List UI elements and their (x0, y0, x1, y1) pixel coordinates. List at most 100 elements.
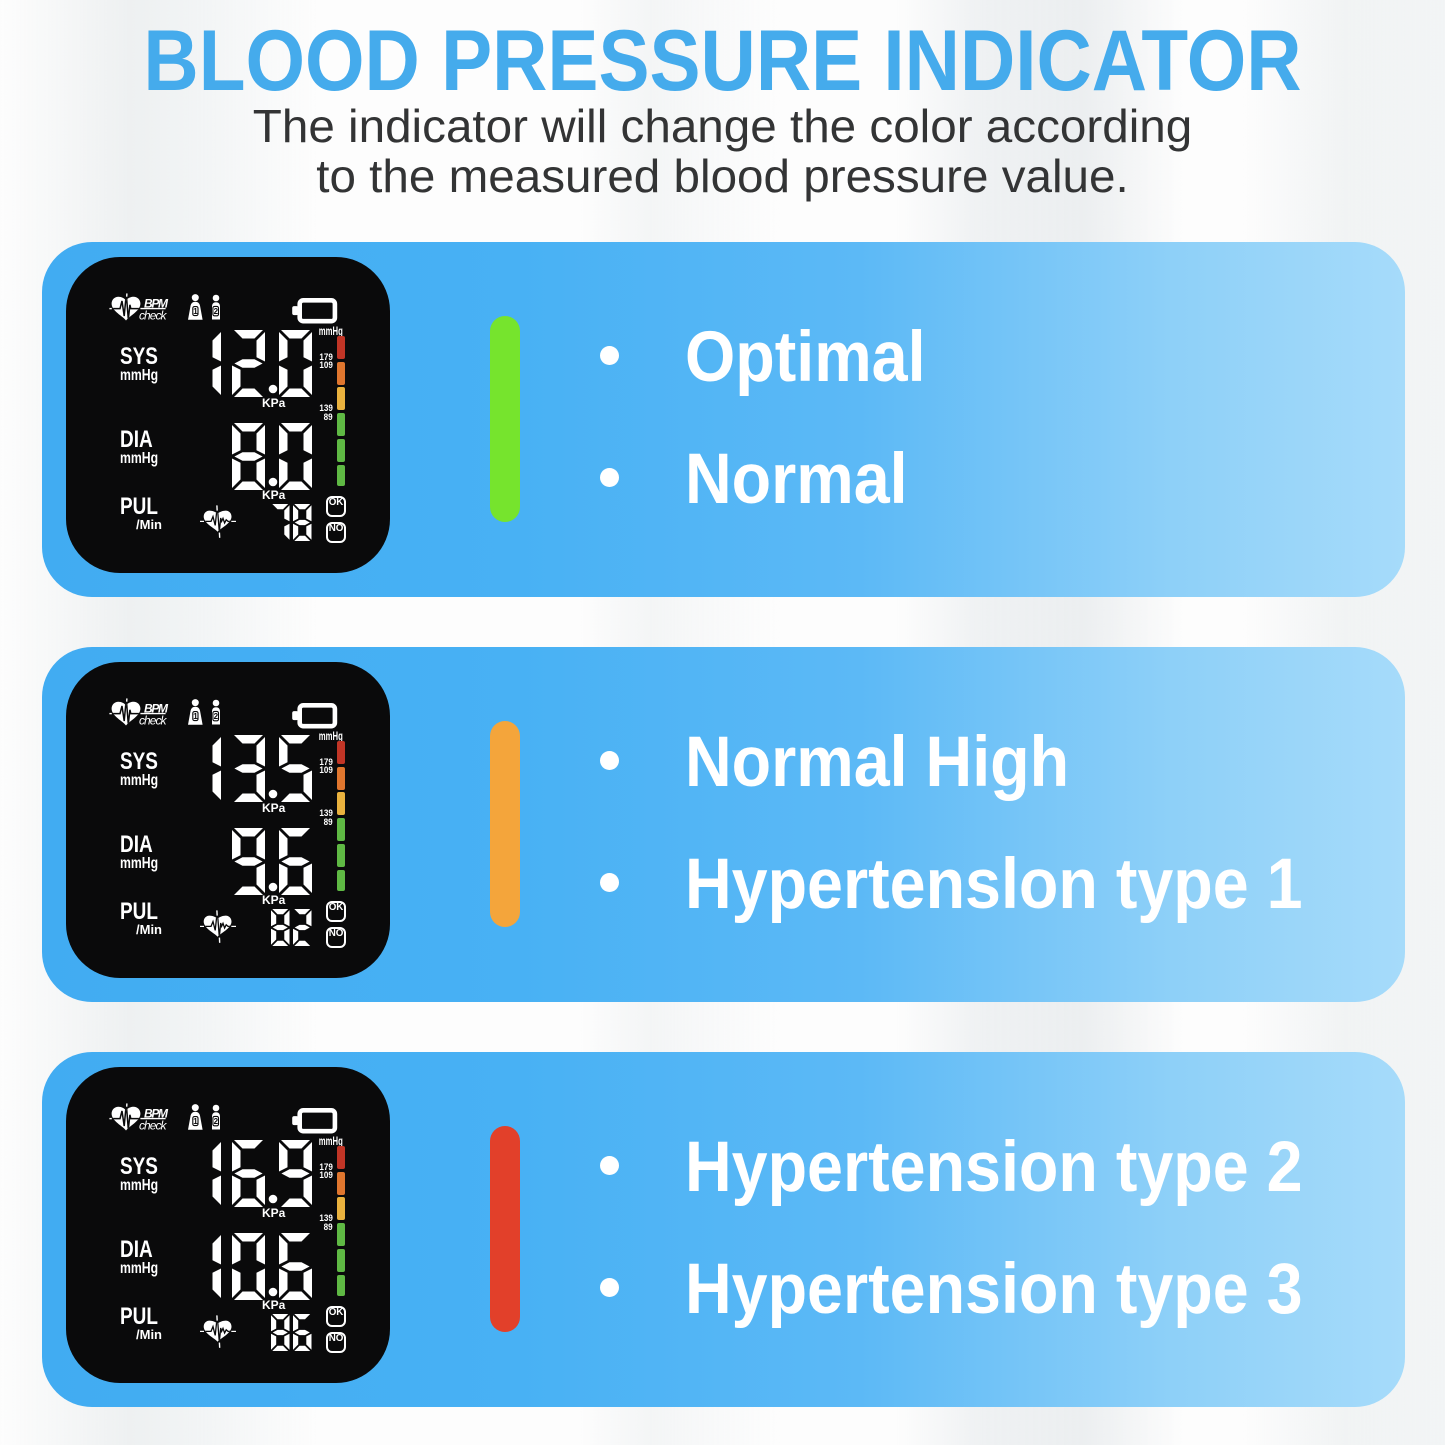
pul-unit-label: /Min (136, 922, 162, 937)
level-indicator-bar (490, 1126, 520, 1332)
scale-segment-green-3 (337, 869, 345, 891)
user1-head (191, 1104, 199, 1112)
pulse-heart-shape (203, 1320, 232, 1342)
dia-kpa-label: KPa (261, 893, 285, 907)
ok-indicator: OK (326, 496, 346, 517)
threshold-109: 109 (319, 1170, 333, 1182)
bullet-dot-1 (600, 346, 619, 365)
sys-unit-label: mmHg (120, 1176, 159, 1194)
battery-icon (292, 702, 338, 729)
bullet-label-1: Hypertension type 2 (685, 1128, 1303, 1207)
bullet-label-1: Normal High (685, 723, 1070, 802)
logo-heart-icon (111, 701, 141, 726)
logo-check-text: check (139, 713, 168, 727)
battery-icon (292, 1107, 338, 1134)
scale-segment-orange (337, 766, 345, 790)
page-subtitle: The indicator will change the color acco… (0, 101, 1445, 201)
threshold-109: 109 (319, 765, 333, 777)
scale-segment-green-1 (337, 1223, 345, 1247)
no-indicator: NO (326, 1331, 346, 1353)
logo-bpm-text: BPM (144, 1107, 169, 1121)
sys-unit-label: mmHg (120, 366, 159, 384)
user1-head (191, 294, 199, 302)
dia-kpa-label: KPa (261, 1298, 285, 1312)
sys-kpa-label: KPa (261, 396, 285, 411)
bullet-dot-2 (600, 872, 619, 892)
sys-kpa-label: KPa (261, 1206, 285, 1221)
threshold-109: 109 (319, 360, 333, 372)
scale-segment-amber (337, 387, 345, 411)
threshold-179: 179 (319, 756, 333, 768)
bullet-dot-2 (600, 1277, 619, 1297)
level-indicator-bar (490, 721, 520, 927)
dia-unit-label: mmHg (120, 854, 159, 872)
scale-segment-green-3 (337, 1274, 345, 1296)
logo-heart-icon (111, 296, 141, 321)
logo-check-text: check (139, 308, 168, 322)
scale-segment-orange (337, 1171, 345, 1195)
user1-number: 1 (193, 307, 198, 316)
sys-label: SYS (120, 748, 158, 775)
scale-unit-label: mmHg (319, 326, 343, 338)
scale-segment-amber (337, 1197, 345, 1221)
scale-segment-orange (337, 361, 345, 385)
page-title: BLOOD PRESSURE INDICATOR (143, 13, 1302, 109)
bpm-check-logo: BPM check (109, 293, 169, 322)
scale-segment-green-2 (337, 843, 345, 867)
logo-bpm-text: BPM (144, 702, 169, 716)
indicator-panel: BPM check 1 2 mmHg SYS mmHg KPa (42, 647, 1405, 1002)
threshold-139: 139 (319, 403, 333, 415)
user1-head (191, 699, 199, 707)
pulse-heart-icon (200, 910, 236, 943)
pulse-heart-icon (200, 505, 236, 538)
bp-monitor-display: BPM check 1 2 mmHg SYS mmHg KPa (66, 662, 390, 978)
scale-segment-green-2 (337, 438, 345, 462)
user2-head (212, 294, 220, 302)
user1-number: 1 (193, 1117, 198, 1126)
scale-segment-amber (337, 792, 345, 816)
bp-monitor-display: BPM check 1 2 mmHg SYS mmHg KPa (66, 1067, 390, 1383)
user2-number: 2 (214, 307, 219, 316)
bullet-dot-1 (600, 1156, 619, 1175)
sys-kpa-label: KPa (261, 801, 285, 816)
indicator-panel: BPM check 1 2 mmHg SYS mmHg KPa (42, 242, 1405, 597)
dia-kpa-label: KPa (261, 488, 285, 502)
subtitle-line-1: The indicator will change the color acco… (252, 100, 1193, 152)
user1-number: 1 (193, 712, 198, 721)
bullet-label-1: Optimal (685, 318, 926, 397)
user-icons: 1 2 (188, 1104, 220, 1130)
threshold-139: 139 (319, 808, 333, 820)
scale-segment-green-1 (337, 413, 345, 437)
pulse-heart-shape (203, 510, 232, 532)
sys-unit-label: mmHg (120, 771, 159, 789)
user-icons: 1 2 (188, 294, 220, 320)
indicator-panel: BPM check 1 2 mmHg SYS mmHg KPa (42, 1052, 1405, 1407)
ok-indicator: OK (326, 901, 346, 922)
pul-unit-label: /Min (136, 517, 162, 532)
bullet-label-2: Hypertension type 3 (685, 1249, 1303, 1329)
user2-number: 2 (214, 1117, 219, 1126)
logo-bpm-text: BPM (144, 297, 169, 311)
threshold-89: 89 (324, 411, 333, 423)
ok-indicator: OK (326, 1306, 346, 1327)
pulse-heart-shape (203, 915, 232, 937)
pul-label: PUL (120, 493, 158, 520)
user2-number: 2 (214, 712, 219, 721)
battery-icon (292, 297, 338, 324)
bp-monitor-display: BPM check 1 2 mmHg SYS mmHg KPa (66, 257, 390, 573)
level-indicator-bar (490, 316, 520, 522)
scale-segment-red (337, 741, 345, 764)
scale-unit-label: mmHg (319, 1136, 343, 1148)
scale-segment-green-3 (337, 464, 345, 486)
sys-label: SYS (120, 343, 158, 370)
scale-segment-green-2 (337, 1248, 345, 1272)
bullet-label-2: Normal (685, 439, 908, 519)
bullet-label-2: Hypertenslon type 1 (685, 844, 1303, 924)
threshold-89: 89 (324, 1221, 333, 1233)
pul-unit-label: /Min (136, 1327, 162, 1342)
threshold-139: 139 (319, 1213, 333, 1225)
dia-label: DIA (120, 831, 153, 859)
user-icons: 1 2 (188, 699, 220, 725)
subtitle-line-2: to the measured blood pressure value. (316, 150, 1129, 202)
logo-heart-icon (111, 1106, 141, 1131)
